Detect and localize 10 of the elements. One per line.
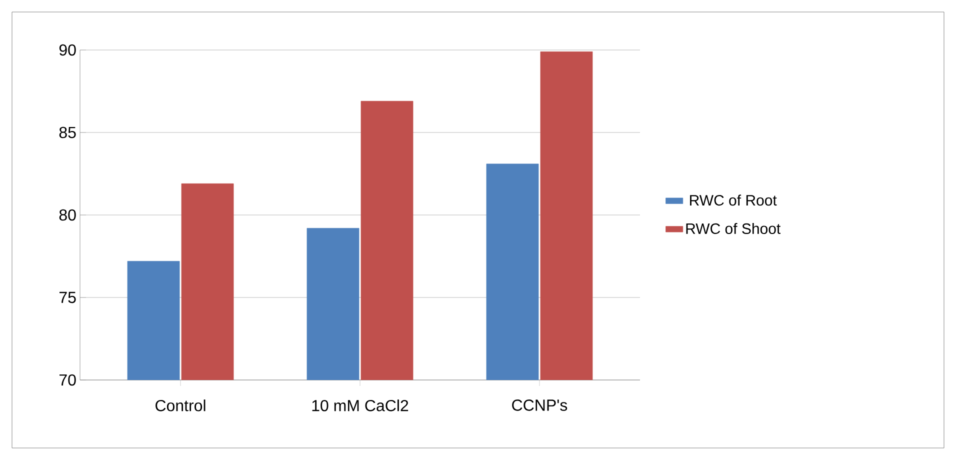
x-tick-label: Control <box>156 400 206 412</box>
x-tick-label: 10 mM CaCl2 <box>312 400 408 412</box>
legend-label: RWC of Root <box>690 194 777 206</box>
y-tick-label: 80 <box>59 209 76 221</box>
y-tick-label: 85 <box>59 126 76 138</box>
y-tick-label: 70 <box>59 374 76 386</box>
y-tick-label: 90 <box>59 44 76 56</box>
y-tick-label: 75 <box>59 292 76 304</box>
x-tick-label: CCNP's <box>512 400 568 411</box>
legend-label: RWC of Shoot <box>686 222 781 234</box>
